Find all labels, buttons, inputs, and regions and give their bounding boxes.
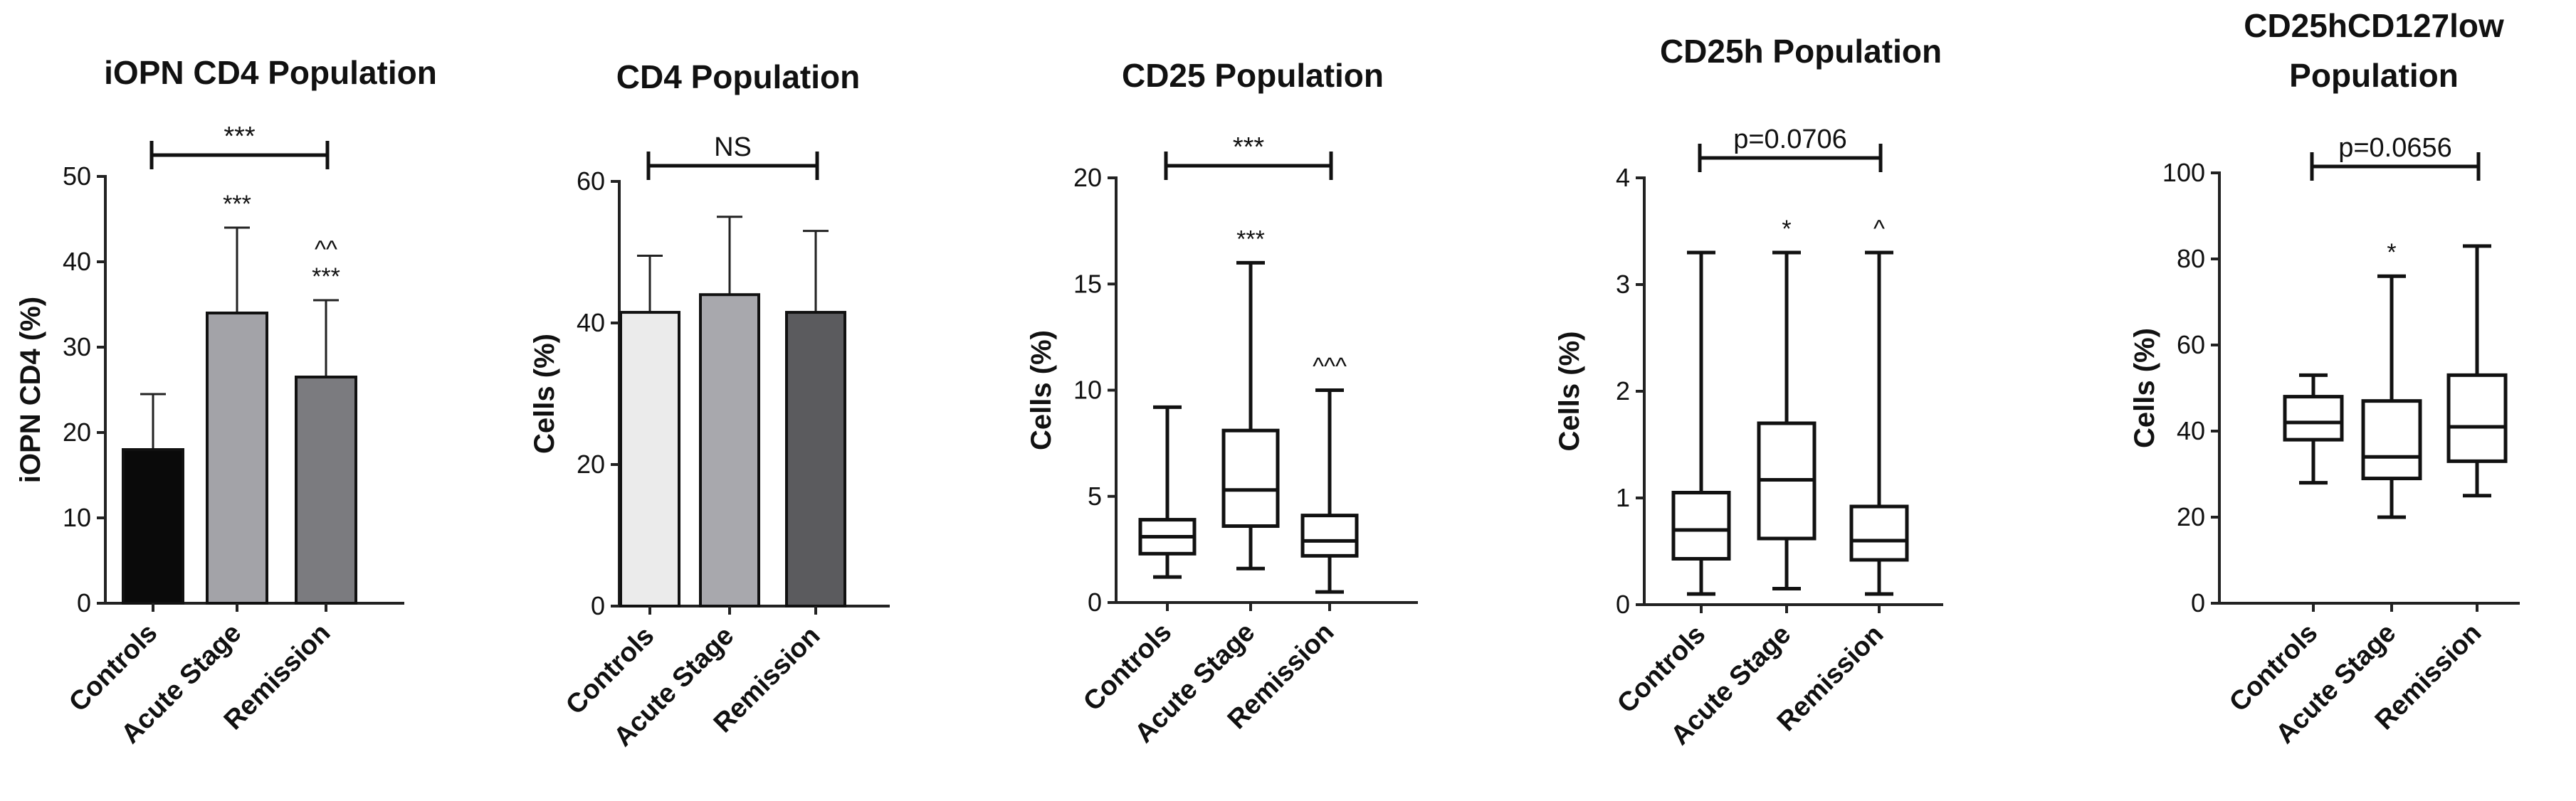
bar	[699, 293, 760, 608]
y-tick-label: 30	[63, 332, 91, 361]
box	[2283, 395, 2344, 442]
y-tick-label: 40	[63, 247, 91, 276]
box	[1221, 428, 1280, 529]
bracket-label: ***	[224, 122, 256, 152]
bar	[619, 311, 680, 608]
box	[1300, 514, 1359, 558]
y-tick-label: 40	[2177, 416, 2205, 445]
bracket-label: p=0.0656	[2338, 133, 2452, 163]
significance-mark: ***	[1236, 226, 1265, 253]
y-tick-label: 40	[577, 308, 605, 337]
panel-5: CD25hCD127low Population Cells (%) 0 20 40 60 8…	[2129, 7, 2520, 750]
bar	[785, 311, 846, 608]
significance-mark: ^	[1873, 216, 1885, 243]
y-tick-label: 60	[2177, 330, 2205, 359]
panel-title: CD4 Population	[616, 58, 860, 95]
y-tick-label: 15	[1073, 269, 1102, 298]
y-axis-label: iOPN CD4 (%)	[15, 297, 46, 483]
y-tick-label: 20	[63, 418, 91, 447]
y-tick-label: 4	[1616, 163, 1630, 192]
title-line: iOPN CD4 Population	[104, 54, 437, 91]
y-tick-label: 10	[63, 503, 91, 532]
y-tick-label: 2	[1616, 376, 1630, 405]
y-axis-label: Cells (%)	[529, 334, 560, 454]
bar	[295, 376, 357, 605]
y-tick-label: 5	[1088, 482, 1102, 511]
y-tick-label: 3	[1616, 270, 1630, 299]
bar	[206, 312, 268, 605]
y-tick-label: 10	[1073, 376, 1102, 405]
title-line: Population	[2289, 57, 2459, 94]
y-axis-label: Cells (%)	[1554, 331, 1585, 452]
significance-mark: *	[2387, 239, 2396, 266]
y-axis-label: Cells (%)	[1026, 330, 1057, 450]
bracket-label: NS	[714, 132, 752, 162]
y-tick-label: 50	[63, 161, 91, 191]
panel-title: iOPN CD4 Population	[104, 54, 437, 91]
box	[1849, 504, 1909, 562]
y-tick-label: 60	[577, 166, 605, 196]
title-line: CD25h Population	[1660, 33, 1942, 70]
title-line: CD4 Population	[616, 58, 860, 95]
y-tick-label: 0	[1088, 588, 1102, 617]
significance-mark: ^^	[315, 236, 337, 263]
box	[2361, 399, 2422, 481]
title-line: CD25 Population	[1122, 57, 1384, 94]
bar	[122, 448, 184, 605]
significance-mark: ***	[312, 263, 340, 290]
bracket-label: p=0.0706	[1733, 124, 1847, 154]
box	[1671, 491, 1731, 561]
y-tick-label: 0	[591, 591, 605, 620]
bracket-label: ***	[1233, 132, 1265, 162]
panel-title: CD25 Population	[1122, 57, 1384, 94]
y-tick-label: 100	[2162, 158, 2205, 187]
panel-title: CD25hCD127low Population	[2244, 7, 2504, 94]
y-axis-label: Cells (%)	[2129, 328, 2160, 448]
y-tick-label: 20	[1073, 163, 1102, 192]
panel-1: iOPN CD4 Population iOPN CD4 (%) 0 10 20 30 40…	[15, 54, 437, 750]
significance-mark: ***	[223, 191, 251, 218]
y-tick-label: 20	[577, 450, 605, 479]
panel-title: CD25h Population	[1660, 33, 1942, 70]
title-line: CD25hCD127low	[2244, 7, 2504, 44]
y-tick-label: 80	[2177, 244, 2205, 273]
y-tick-label: 1	[1616, 483, 1630, 512]
y-tick-label: 0	[1616, 590, 1630, 619]
y-tick-label: 0	[77, 588, 91, 617]
y-tick-label: 0	[2191, 588, 2205, 617]
significance-mark: ^^^	[1313, 354, 1347, 381]
significance-mark: *	[1782, 216, 1791, 243]
box	[2446, 373, 2508, 463]
y-tick-label: 20	[2177, 502, 2205, 531]
